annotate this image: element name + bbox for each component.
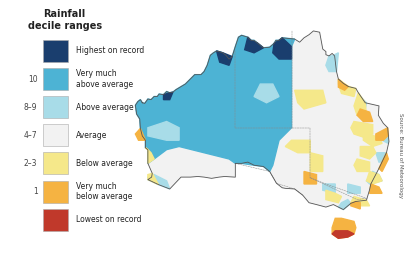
Text: Rainfall
decile ranges: Rainfall decile ranges — [27, 9, 101, 31]
Bar — [43, 181, 68, 203]
Polygon shape — [369, 184, 381, 193]
Text: Below average: Below average — [76, 159, 133, 168]
Text: Average: Average — [76, 131, 107, 140]
Text: Very much
below average: Very much below average — [76, 182, 132, 201]
Polygon shape — [375, 128, 387, 140]
Polygon shape — [362, 134, 381, 147]
Polygon shape — [254, 84, 279, 103]
Polygon shape — [366, 172, 381, 184]
Polygon shape — [353, 159, 369, 172]
Polygon shape — [135, 35, 294, 172]
Polygon shape — [337, 200, 350, 210]
Polygon shape — [360, 147, 375, 159]
Text: 1: 1 — [33, 187, 37, 196]
Polygon shape — [148, 173, 158, 185]
Polygon shape — [303, 172, 316, 184]
Text: 4–7: 4–7 — [24, 131, 37, 140]
Polygon shape — [375, 153, 386, 162]
Polygon shape — [310, 153, 322, 172]
Text: Above average: Above average — [76, 103, 133, 112]
Bar — [43, 96, 68, 118]
Bar — [43, 124, 68, 146]
Polygon shape — [331, 218, 355, 238]
Polygon shape — [356, 96, 366, 109]
Polygon shape — [244, 37, 263, 53]
Polygon shape — [163, 92, 173, 100]
Polygon shape — [322, 184, 335, 193]
Polygon shape — [145, 148, 154, 163]
Text: 2–3: 2–3 — [24, 159, 37, 168]
Polygon shape — [325, 53, 337, 72]
Polygon shape — [285, 140, 310, 153]
Polygon shape — [366, 172, 381, 184]
Polygon shape — [135, 31, 388, 210]
Polygon shape — [331, 231, 353, 238]
Text: Highest on record: Highest on record — [76, 46, 144, 55]
Polygon shape — [337, 79, 348, 90]
Polygon shape — [353, 93, 366, 115]
Text: Lowest on record: Lowest on record — [76, 215, 142, 224]
Bar — [43, 152, 68, 174]
Polygon shape — [148, 174, 169, 189]
Polygon shape — [350, 196, 369, 206]
Polygon shape — [350, 202, 360, 209]
Polygon shape — [378, 153, 387, 172]
Polygon shape — [381, 135, 387, 143]
Text: 8–9: 8–9 — [24, 103, 37, 112]
Text: Source: Bureau of Meteorology: Source: Bureau of Meteorology — [397, 113, 402, 198]
Bar — [43, 209, 68, 231]
Text: Very much
above average: Very much above average — [76, 69, 133, 89]
Text: Rainfall during the northern wet
season has been very much above
average for the: Rainfall during the northern wet season … — [135, 219, 274, 252]
Polygon shape — [135, 128, 145, 140]
Polygon shape — [272, 38, 291, 59]
Polygon shape — [347, 184, 360, 193]
Polygon shape — [337, 79, 355, 96]
Polygon shape — [294, 90, 325, 109]
Polygon shape — [216, 51, 231, 65]
Bar — [43, 68, 68, 90]
Text: 10: 10 — [28, 75, 37, 84]
Polygon shape — [148, 121, 179, 140]
Polygon shape — [356, 109, 372, 121]
Bar — [43, 40, 68, 62]
Polygon shape — [350, 121, 372, 137]
Polygon shape — [325, 190, 341, 203]
